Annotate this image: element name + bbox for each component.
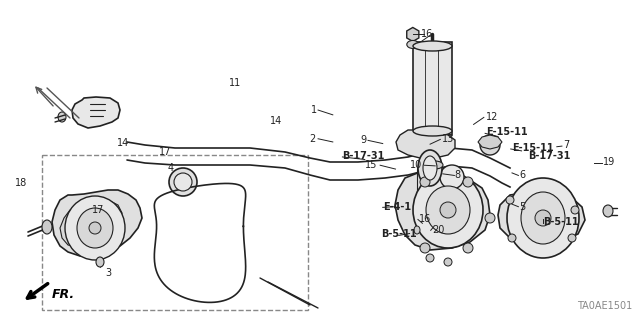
Text: 13: 13 — [442, 134, 454, 144]
Ellipse shape — [440, 165, 464, 189]
Polygon shape — [72, 97, 120, 128]
Ellipse shape — [77, 208, 113, 248]
Ellipse shape — [444, 258, 452, 266]
Ellipse shape — [603, 205, 613, 217]
Polygon shape — [478, 135, 502, 149]
Ellipse shape — [174, 173, 192, 191]
Text: 14: 14 — [117, 138, 130, 148]
Ellipse shape — [426, 254, 434, 262]
Text: 16: 16 — [419, 213, 431, 224]
Text: 14: 14 — [270, 116, 283, 126]
Text: 11: 11 — [229, 78, 242, 88]
Text: 8: 8 — [454, 170, 461, 180]
Text: E-15-11: E-15-11 — [512, 143, 554, 153]
Ellipse shape — [485, 213, 495, 223]
Text: 7: 7 — [563, 140, 570, 150]
Text: E-15-11: E-15-11 — [486, 127, 528, 137]
Ellipse shape — [568, 234, 576, 242]
Ellipse shape — [440, 202, 456, 218]
Ellipse shape — [96, 257, 104, 267]
Ellipse shape — [413, 172, 483, 248]
Polygon shape — [52, 190, 142, 256]
Ellipse shape — [413, 41, 452, 51]
Ellipse shape — [58, 112, 66, 122]
Polygon shape — [498, 192, 585, 244]
Text: 4: 4 — [168, 163, 174, 174]
Text: 15: 15 — [365, 160, 378, 170]
Ellipse shape — [463, 243, 473, 253]
Text: B-17-31: B-17-31 — [528, 151, 570, 161]
Ellipse shape — [42, 220, 52, 234]
Text: 2: 2 — [309, 134, 316, 144]
Text: 3: 3 — [106, 268, 112, 278]
Ellipse shape — [420, 177, 430, 187]
Bar — [42, 155, 308, 310]
Polygon shape — [395, 172, 490, 250]
Ellipse shape — [508, 234, 516, 242]
Text: 19: 19 — [603, 157, 615, 167]
Bar — [413, 42, 452, 135]
Ellipse shape — [463, 177, 473, 187]
Text: 6: 6 — [520, 170, 526, 180]
Text: E-4-1: E-4-1 — [383, 202, 411, 212]
Ellipse shape — [65, 196, 125, 260]
Text: 18: 18 — [15, 178, 27, 189]
Text: B-5-11: B-5-11 — [543, 217, 579, 227]
Text: 1: 1 — [310, 105, 317, 115]
Ellipse shape — [426, 186, 470, 234]
Text: TA0AE1501: TA0AE1501 — [577, 301, 632, 311]
Ellipse shape — [413, 126, 452, 136]
Ellipse shape — [506, 196, 514, 204]
Ellipse shape — [414, 226, 420, 234]
Ellipse shape — [535, 210, 551, 226]
Ellipse shape — [507, 178, 579, 258]
Text: 17: 17 — [92, 205, 104, 215]
Ellipse shape — [521, 192, 565, 244]
Polygon shape — [60, 200, 122, 248]
Text: 20: 20 — [432, 225, 444, 235]
Text: 16: 16 — [421, 29, 433, 40]
Text: B-5-11: B-5-11 — [381, 229, 417, 240]
Text: 12: 12 — [486, 112, 499, 122]
Text: B-17-31: B-17-31 — [342, 151, 385, 161]
Ellipse shape — [480, 135, 500, 155]
Polygon shape — [396, 130, 455, 158]
Ellipse shape — [89, 222, 101, 234]
Ellipse shape — [427, 161, 443, 169]
Ellipse shape — [169, 168, 197, 196]
Ellipse shape — [571, 206, 579, 214]
Text: 17: 17 — [159, 146, 171, 157]
Text: 9: 9 — [360, 135, 366, 145]
Ellipse shape — [420, 243, 430, 253]
Text: FR.: FR. — [52, 288, 75, 301]
Text: 5: 5 — [520, 202, 526, 212]
Ellipse shape — [423, 156, 437, 180]
Polygon shape — [407, 27, 419, 41]
Ellipse shape — [418, 150, 442, 186]
Text: 10: 10 — [410, 160, 422, 170]
Ellipse shape — [407, 41, 419, 48]
